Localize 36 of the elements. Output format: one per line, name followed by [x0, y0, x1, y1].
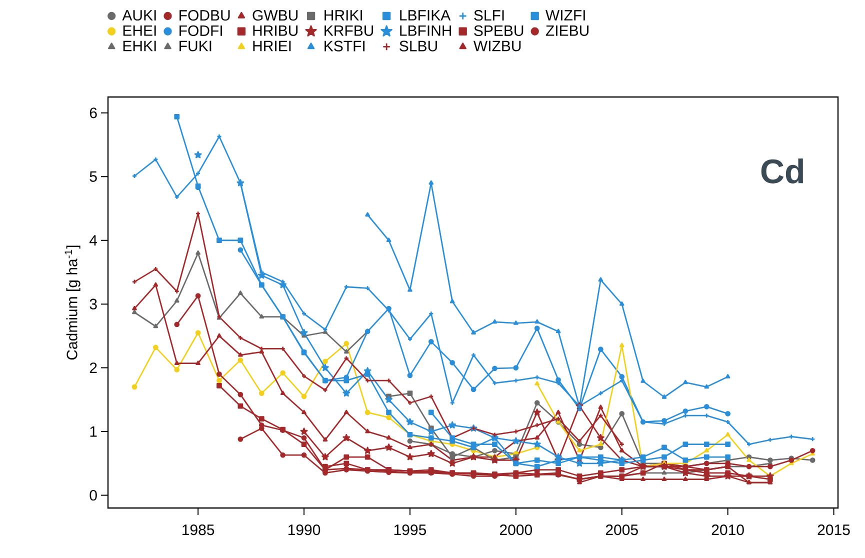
legend-label: ZIEBU [546, 25, 588, 36]
legend-label: GWBU [252, 10, 298, 21]
x-tick-label: 1990 [288, 524, 320, 536]
legend-label: EHKI [123, 40, 156, 52]
y-tick-label: 0 [90, 490, 97, 501]
legend-label: KSTFI [324, 40, 364, 52]
legend-label: FODBU [180, 10, 230, 21]
x-tick-label: 1995 [394, 524, 426, 536]
y-tick-label: 1 [90, 426, 97, 437]
y-tick-label: 4 [89, 235, 98, 246]
legend-label: FODFI [180, 25, 222, 36]
legend-label: WIZFI [546, 10, 585, 20]
y-tick-label: 5 [90, 171, 97, 182]
legend-label: SPEBU [474, 25, 524, 36]
legend-label: WIZBU [473, 40, 521, 52]
legend-label: SLBU [400, 40, 437, 52]
legend-label: LBFINH [400, 25, 452, 36]
legend-label: AUKI [122, 10, 156, 21]
x-tick-label: 2000 [500, 524, 532, 536]
legend-label: HRIEI [253, 40, 291, 52]
y-tick-label: 6 [90, 108, 97, 118]
legend-label: FUKI [180, 40, 212, 52]
y-tick-label: 3 [90, 298, 97, 310]
x-tick-label: 2005 [606, 524, 638, 536]
annotation: Cd [761, 158, 804, 184]
y-tick-label: 2 [90, 362, 97, 374]
legend-label: SLFI [474, 10, 504, 21]
x-tick-label: 2015 [818, 524, 850, 536]
legend-label: EHEI [123, 25, 156, 36]
x-tick-label: 1985 [182, 524, 214, 536]
legend-label: KRFBU [324, 25, 374, 36]
legend-label: HRIKI [324, 10, 362, 20]
y-axis-title: Cadmium [g ha$^{-1}$] [64, 246, 80, 360]
x-tick-label: 2010 [712, 524, 744, 536]
legend-label: HRIBU [253, 25, 298, 36]
legend-label: LBFIKA [400, 10, 451, 20]
